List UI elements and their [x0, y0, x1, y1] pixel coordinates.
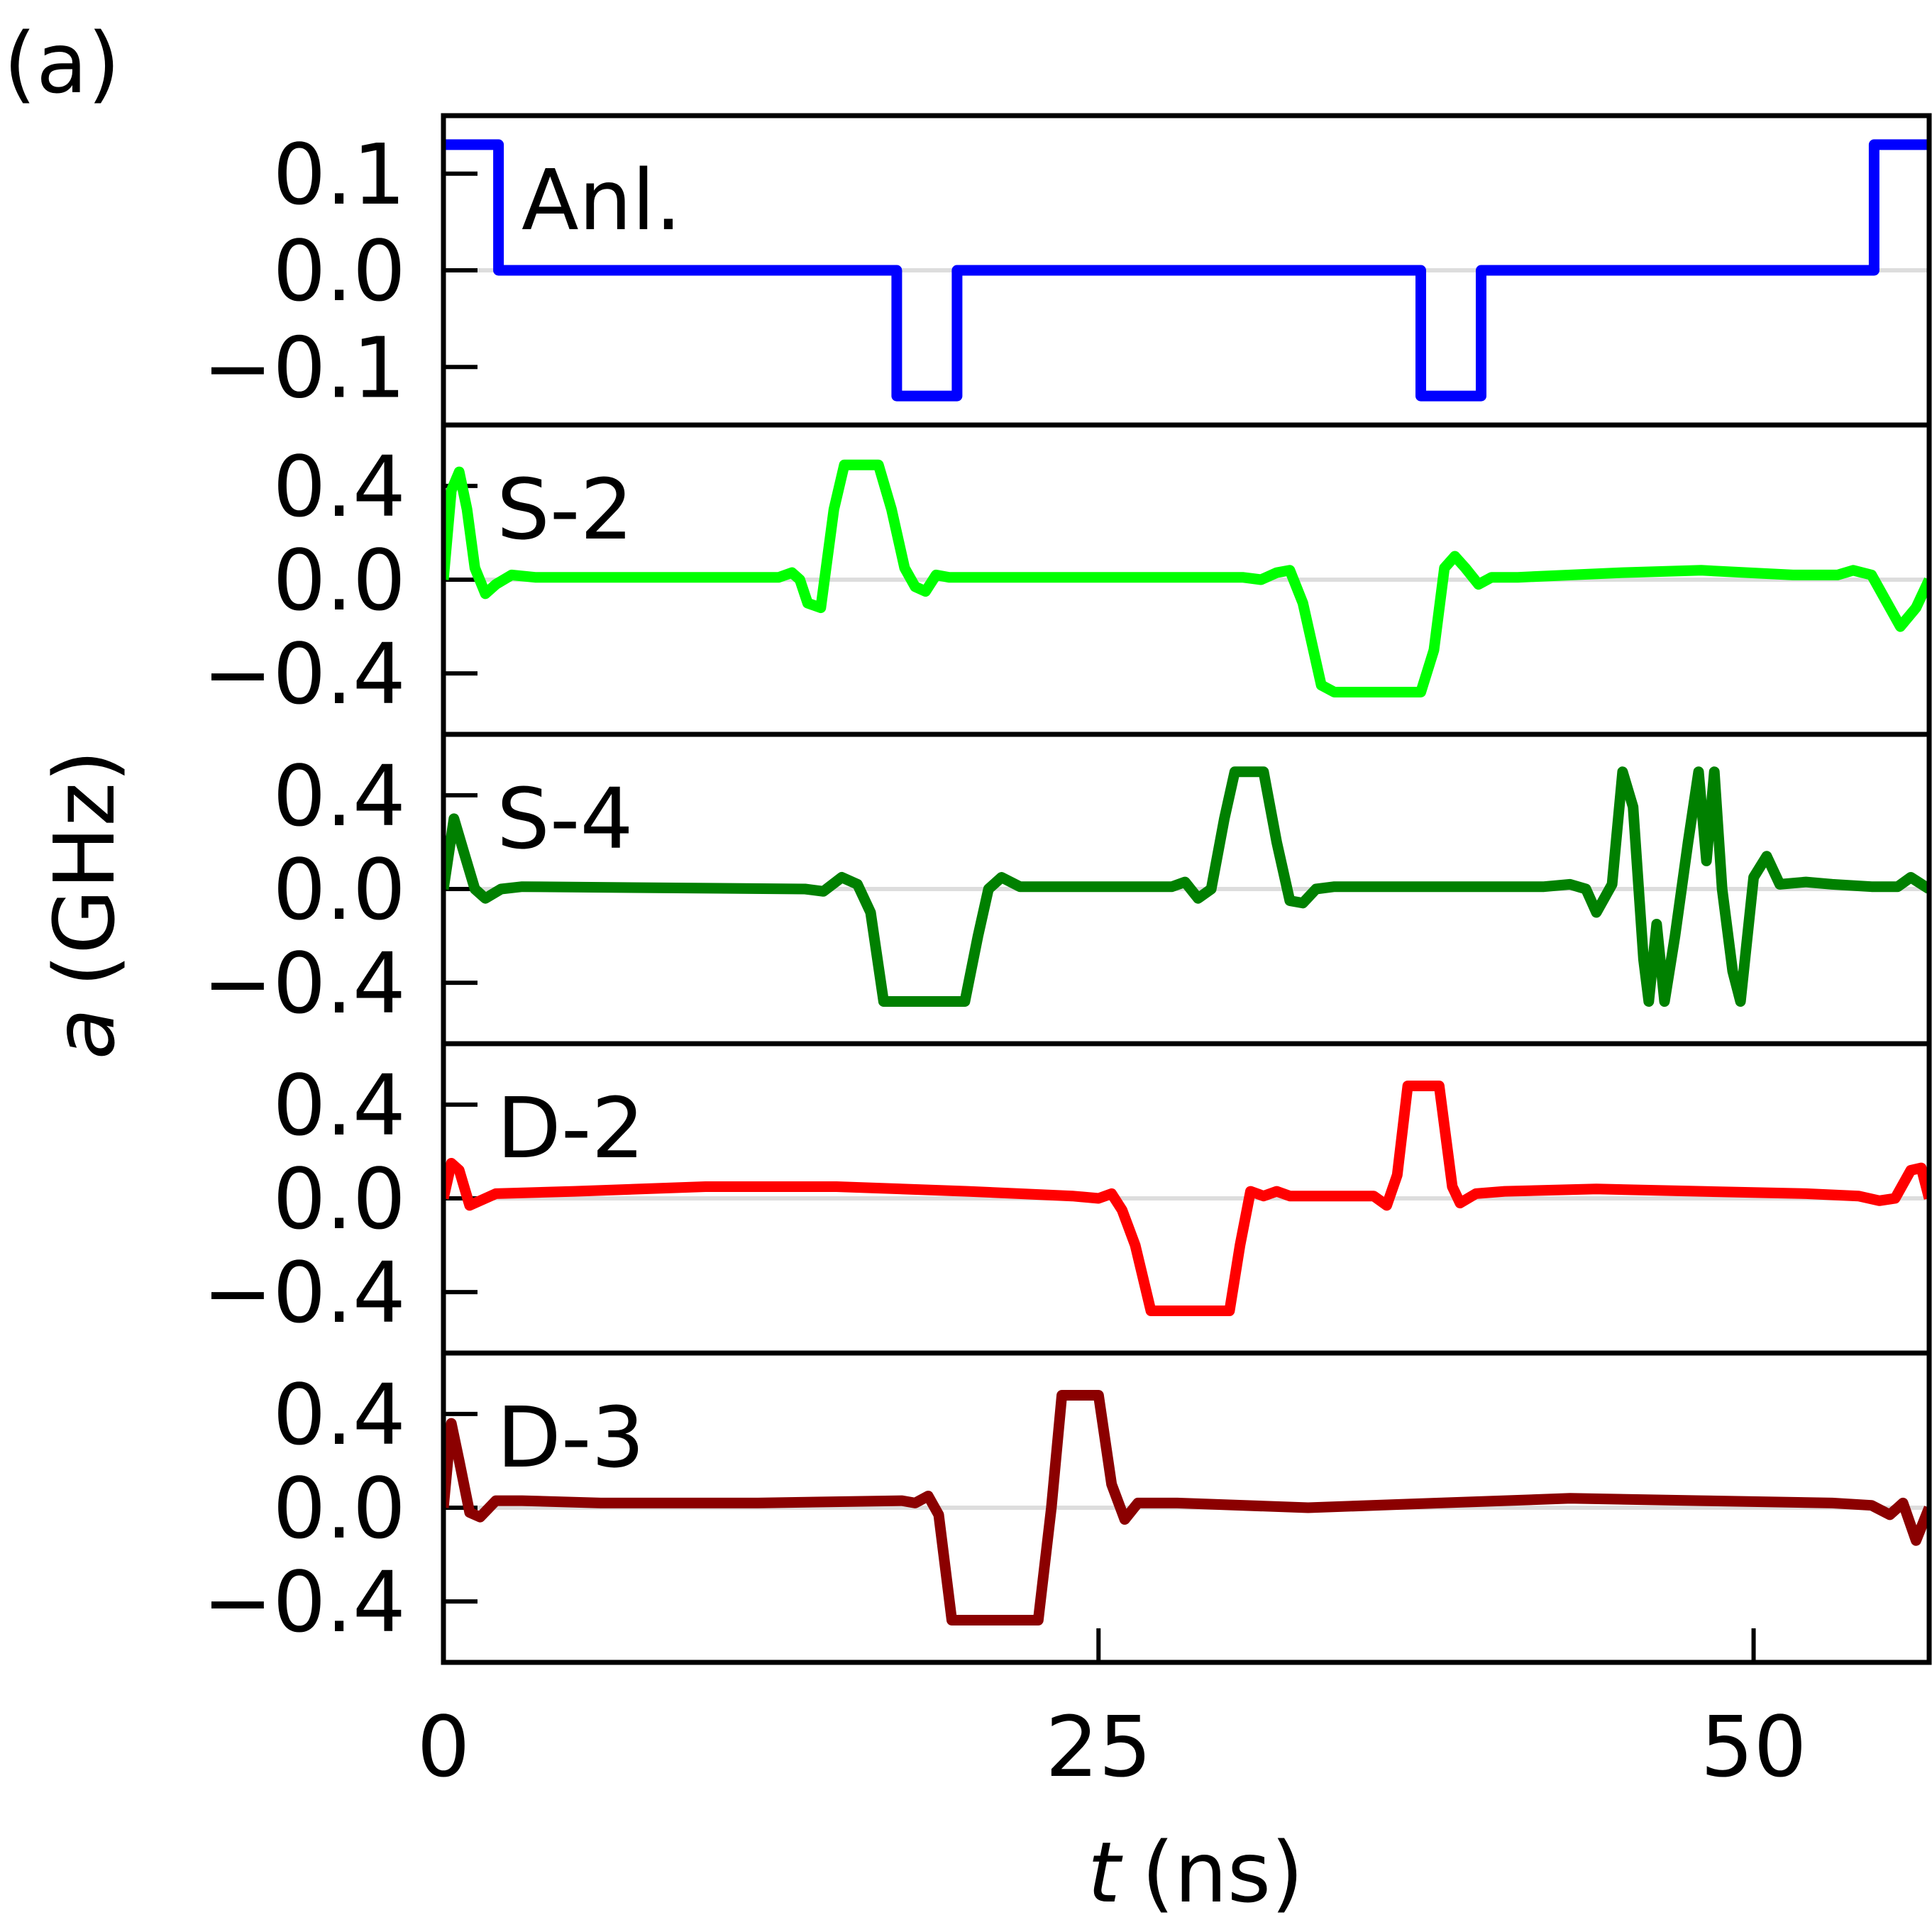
panel-anl: 0.10.0−0.1 Anl.	[202, 113, 1932, 428]
panel-label-s2: S-2	[497, 460, 634, 558]
panel-d3: 0.40.0−0.4 D-3	[202, 1350, 1932, 1665]
panel-label-d3: D-3	[497, 1389, 645, 1486]
y-tick-label: 0.0	[272, 222, 406, 320]
y-tick-label: 0.4	[272, 438, 406, 536]
x-axis: 0 25 50	[416, 1628, 1807, 1796]
y-axis-label: a (GHz)	[35, 750, 133, 1060]
panel-d2: 0.40.0−0.4 D-2	[202, 1041, 1932, 1356]
y-tick-label: −0.4	[202, 1244, 406, 1342]
y-tick-label: 0.0	[272, 1459, 406, 1557]
y-tick-label: 0.4	[272, 1366, 406, 1464]
x-axis-label: t (ns)	[1088, 1823, 1304, 1921]
x-tick-label: 50	[1700, 1698, 1806, 1796]
y-tick-label: 0.0	[272, 841, 406, 939]
panel-label-s4: S-4	[497, 770, 634, 868]
y-axis-label-unit: (GHz)	[35, 750, 133, 987]
y-axis-label-variable: a	[35, 1008, 133, 1059]
y-tick-label: −0.4	[202, 1553, 406, 1651]
x-tick-label: 0	[416, 1698, 470, 1796]
panel-label-anl: Anl.	[521, 151, 682, 249]
panel-frame	[441, 1350, 1932, 1665]
series-line-d3	[443, 1390, 1929, 1625]
y-tick-label: 0.4	[272, 1056, 406, 1154]
series-line-s4	[443, 766, 1929, 1007]
y-tick-label: −0.4	[202, 625, 406, 723]
x-axis-label-unit: (ns)	[1142, 1823, 1303, 1921]
x-axis-label-variable: t	[1088, 1823, 1123, 1921]
panel-label-d2: D-2	[497, 1079, 645, 1177]
y-tick-label: 0.0	[272, 1150, 406, 1248]
y-tick-label: −0.4	[202, 934, 406, 1032]
x-tick-label: 25	[1045, 1698, 1152, 1796]
y-tick-label: −0.1	[202, 319, 406, 416]
series-line-anl	[443, 139, 1929, 402]
y-tick-label: 0.0	[272, 531, 406, 629]
y-tick-label: 0.1	[272, 126, 406, 223]
panel-s4: 0.40.0−0.4 S-4	[202, 732, 1932, 1047]
series-line-d2	[443, 1081, 1929, 1316]
panel-s2: 0.40.0−0.4 S-2	[202, 422, 1932, 737]
plot-panels: 0.10.0−0.1Anl.0.40.0−0.4S-20.40.0−0.4S-4…	[202, 113, 1932, 1665]
panel-letter-label: (a)	[4, 14, 120, 112]
y-tick-label: 0.4	[272, 747, 406, 845]
series-line-s2	[443, 459, 1929, 697]
